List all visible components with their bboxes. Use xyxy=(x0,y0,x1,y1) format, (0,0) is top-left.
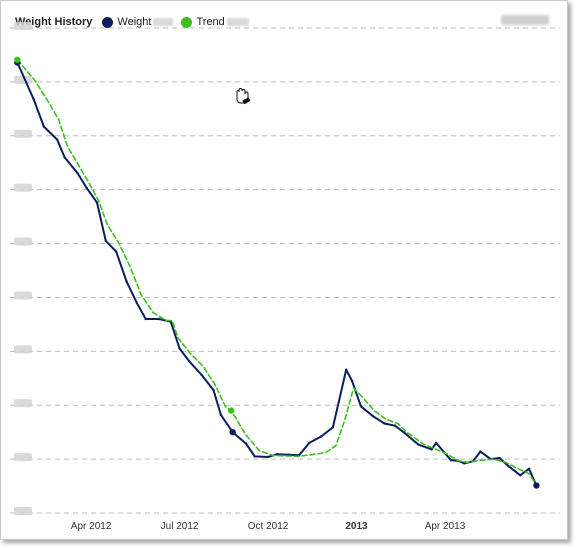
point-weight-33 xyxy=(371,414,374,418)
y-tick-label-redacted-3 xyxy=(14,345,32,354)
chart-title: Weight History xyxy=(15,16,93,28)
point-weight-40 xyxy=(449,458,453,462)
y-tick-label-redacted-6 xyxy=(14,183,32,192)
point-weight-7 xyxy=(95,201,99,204)
point-weight-48 xyxy=(518,474,522,477)
x-tick-label-0: Apr 2012 xyxy=(71,521,112,532)
point-weight-1 xyxy=(32,97,35,101)
point-weight-19 xyxy=(219,413,223,417)
point-weight-46 xyxy=(498,456,501,460)
series-lines xyxy=(16,59,538,487)
chart-panel: Weight History Weight Trend xyxy=(0,0,568,540)
point-weight-32 xyxy=(359,405,363,408)
legend-weight-value-redacted xyxy=(153,18,174,26)
series-line-trend xyxy=(16,59,538,486)
series-line-weight xyxy=(16,61,538,487)
point-weight-13 xyxy=(157,317,161,321)
point-weight-21 xyxy=(244,442,248,445)
point-weight-31 xyxy=(350,379,354,383)
point-weight-24 xyxy=(275,453,279,456)
x-tick-label-1: Jul 2012 xyxy=(161,521,199,532)
y-tick-label-redacted-5 xyxy=(14,237,32,246)
marker-trend-3 xyxy=(227,407,235,414)
legend-weight-label: Weight xyxy=(117,16,152,28)
y-tick-label-redacted-7 xyxy=(14,129,32,138)
y-axis-labels-redacted xyxy=(14,22,32,515)
x-tick-label-2: Oct 2012 xyxy=(248,521,289,532)
point-weight-28 xyxy=(319,435,323,438)
point-weight-44 xyxy=(479,450,482,453)
point-weight-49 xyxy=(527,467,531,471)
point-weight-22 xyxy=(253,455,256,458)
y-tick-label-redacted-1 xyxy=(14,453,32,462)
point-weight-16 xyxy=(188,360,192,364)
point-weight-30 xyxy=(344,368,348,371)
x-tick-label-4: Apr 2013 xyxy=(425,521,466,532)
legend-trend[interactable]: Trend xyxy=(181,16,249,28)
point-weight-23 xyxy=(266,455,270,459)
point-weight-47 xyxy=(507,464,510,468)
point-weight-39 xyxy=(434,441,438,445)
point-weight-5 xyxy=(76,172,80,175)
point-weight-10 xyxy=(125,280,128,283)
point-weight-35 xyxy=(393,424,397,427)
point-weight-36 xyxy=(402,430,405,434)
legend-trend-dot-icon xyxy=(181,16,193,28)
x-axis-ticks: Apr 2012 Jul 2012 Oct 2012 2013 Apr 2013 xyxy=(71,521,466,532)
point-weight-27 xyxy=(308,441,311,445)
point-weight-11 xyxy=(135,301,139,305)
point-weight-18 xyxy=(212,388,215,392)
y-tick-label-redacted-4 xyxy=(14,291,32,300)
marker-weight-2 xyxy=(229,428,236,436)
data-markers xyxy=(14,56,540,489)
point-weight-37 xyxy=(417,443,420,446)
hand-cursor-icon xyxy=(236,87,251,105)
point-weight-12 xyxy=(144,317,147,321)
chart-header: Weight History Weight Trend xyxy=(15,13,257,31)
point-weight-3 xyxy=(55,138,59,141)
point-weight-29 xyxy=(331,426,335,429)
point-weight-9 xyxy=(114,250,118,253)
legend-trend-label: Trend xyxy=(196,16,225,28)
point-weight-15 xyxy=(178,347,181,350)
x-tick-label-3: 2013 xyxy=(345,521,368,532)
point-weight-17 xyxy=(200,373,203,377)
y-tick-label-redacted-9 xyxy=(14,22,32,30)
legend-weight-dot-icon xyxy=(102,16,114,28)
marker-trend-1 xyxy=(14,56,21,63)
point-weight-2 xyxy=(42,125,46,128)
marker-weight-4 xyxy=(533,482,540,489)
point-weight-38 xyxy=(430,448,433,451)
point-weight-8 xyxy=(104,239,108,243)
point-weight-6 xyxy=(85,186,88,190)
legend-trend-value-redacted xyxy=(226,18,249,26)
y-tick-label-redacted-2 xyxy=(14,399,32,408)
point-weight-34 xyxy=(383,422,386,425)
point-weight-42 xyxy=(462,462,466,465)
legend-weight[interactable]: Weight xyxy=(102,16,174,28)
y-tick-label-redacted-8 xyxy=(14,75,32,84)
point-weight-4 xyxy=(63,156,66,159)
gridlines xyxy=(10,27,560,514)
y-tick-label-redacted-0 xyxy=(14,507,32,515)
date-redacted xyxy=(501,15,549,25)
